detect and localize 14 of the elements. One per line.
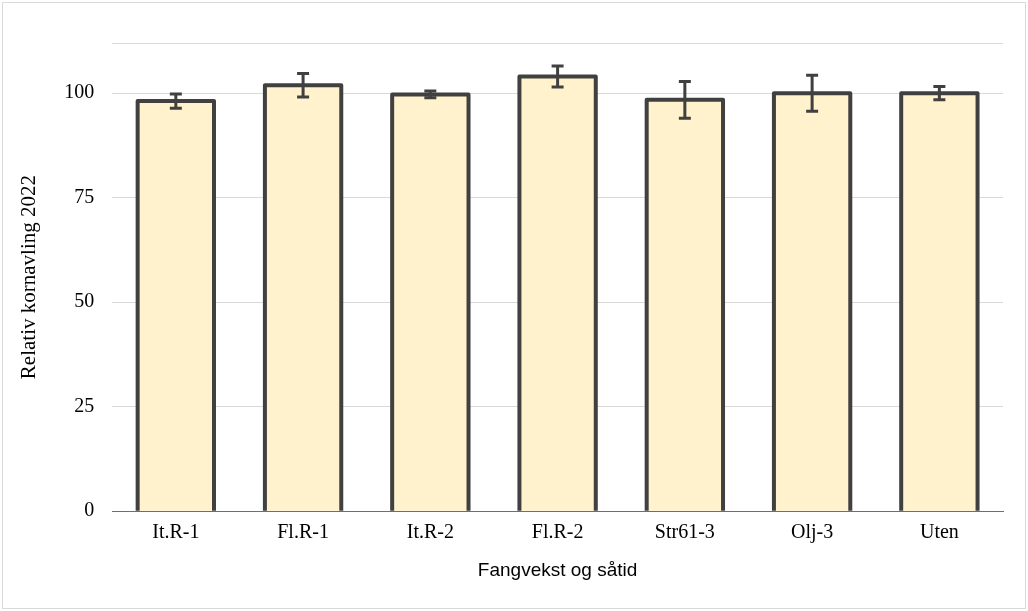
x-tick-label: Olj-3 (791, 520, 834, 544)
y-tick-label: 100 (64, 80, 95, 103)
x-tick-label: Fl.R-1 (277, 520, 329, 543)
y-axis-title: Relativ kornavling 2022 (16, 175, 41, 380)
y-tick-label: 50 (74, 289, 95, 312)
x-tick-label: It.R-2 (406, 520, 454, 543)
x-axis-title: Fangvekst og såtid (477, 558, 638, 580)
y-tick-label: 25 (74, 393, 95, 416)
x-tick-label: Str61-3 (654, 520, 715, 543)
x-tick-label: Fl.R-2 (531, 520, 584, 543)
x-tick-label: It.R-1 (152, 520, 200, 543)
y-tick-label: 75 (74, 184, 95, 207)
y-tick-label: 0 (84, 498, 95, 521)
x-tick-label: Uten (919, 520, 959, 543)
